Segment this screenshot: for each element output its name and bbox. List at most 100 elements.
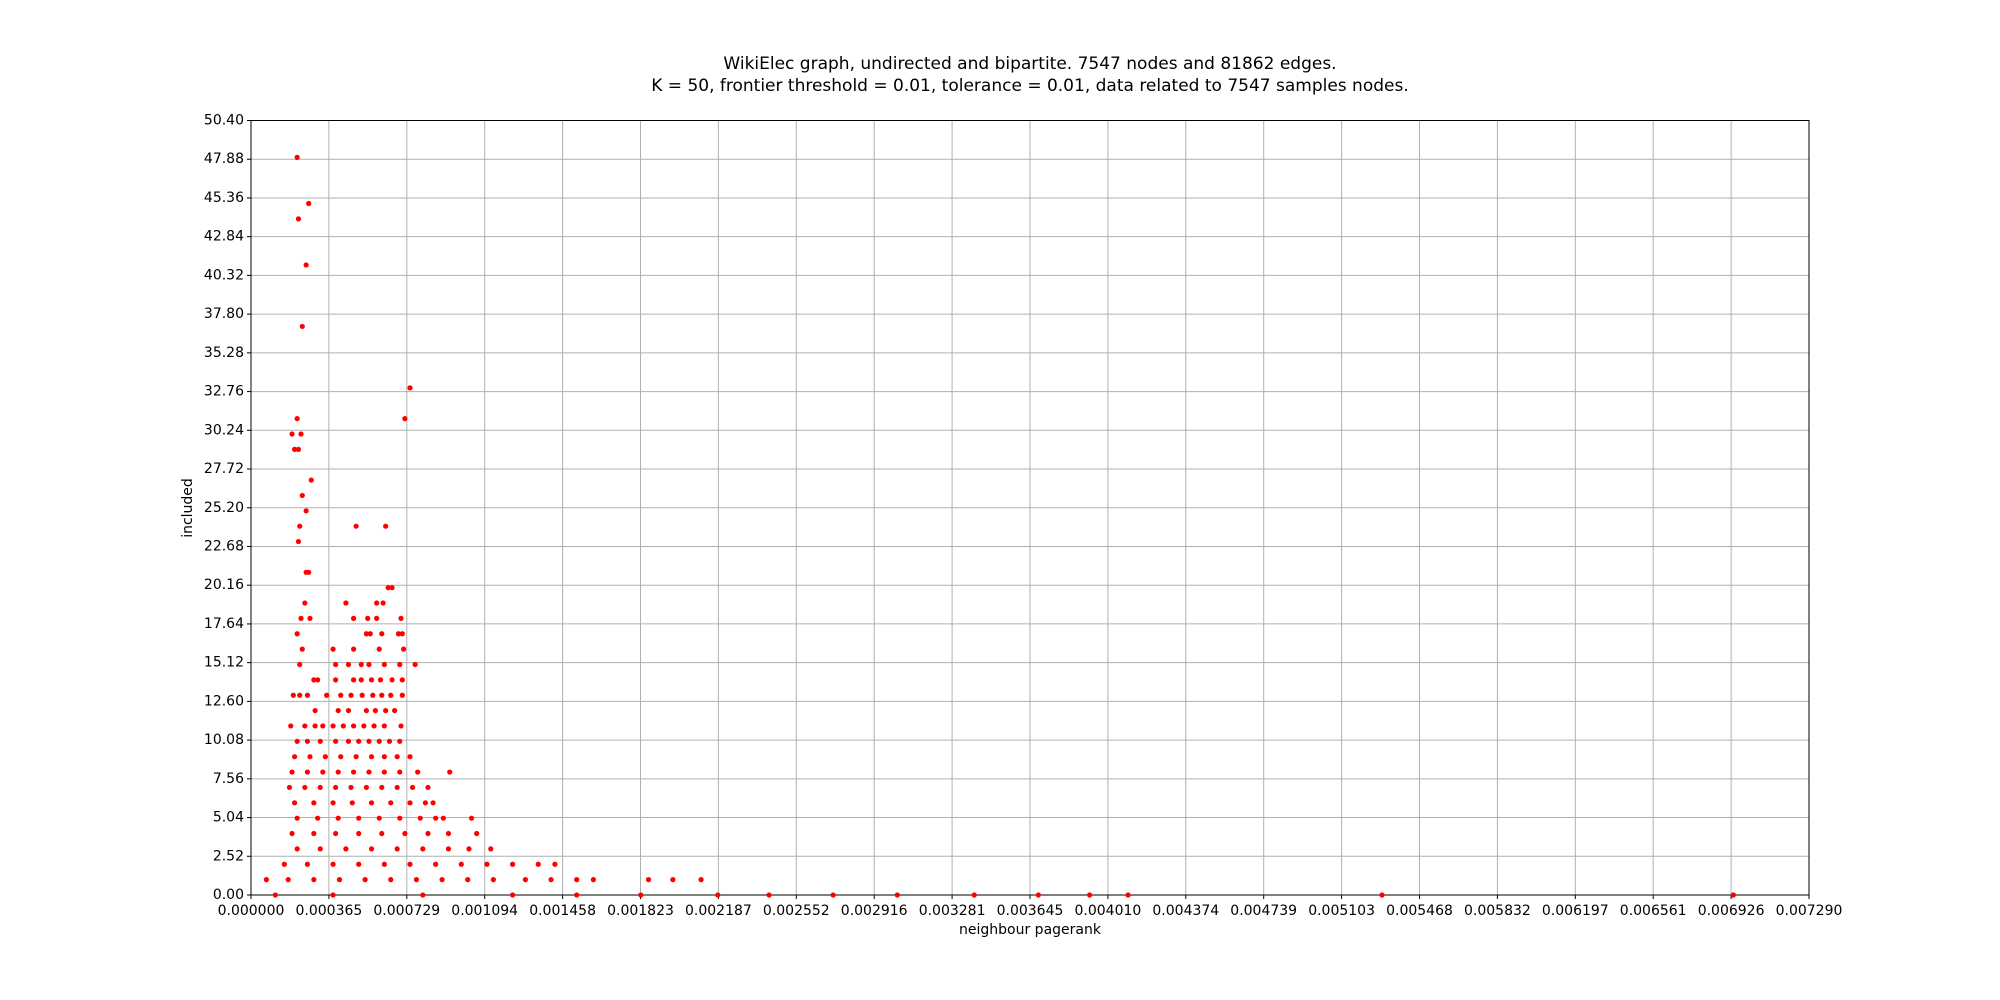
- y-tick-label: 50.40: [204, 113, 244, 129]
- y-tick-label: 22.68: [204, 538, 244, 554]
- point: [397, 738, 403, 744]
- point: [343, 846, 349, 852]
- point: [509, 892, 516, 898]
- point: [311, 877, 317, 883]
- point: [392, 707, 398, 714]
- point: [333, 661, 339, 668]
- point: [358, 677, 364, 683]
- point: [315, 677, 321, 683]
- point: [433, 861, 439, 867]
- plot-frame: [250, 120, 1810, 896]
- y-tick-label: 10.08: [204, 732, 244, 748]
- point: [488, 846, 494, 852]
- point: [366, 738, 372, 744]
- point: [330, 892, 336, 898]
- x-tick-label: 0.005468: [1386, 903, 1453, 919]
- point: [348, 692, 354, 698]
- point: [350, 615, 357, 621]
- point: [430, 800, 436, 806]
- point: [368, 677, 375, 683]
- point: [317, 738, 323, 744]
- chart-title: WikiElec graph, undirected and bipartite…: [723, 54, 1336, 74]
- point: [335, 815, 341, 821]
- point: [379, 784, 385, 791]
- point: [367, 631, 373, 637]
- point: [335, 769, 341, 775]
- point: [388, 877, 394, 883]
- point: [345, 707, 352, 714]
- point: [304, 769, 311, 775]
- point: [425, 830, 431, 837]
- point: [330, 646, 336, 652]
- point: [311, 800, 317, 806]
- x-tick-label: 0.000365: [295, 903, 362, 919]
- y-tick-label: 17.64: [204, 616, 244, 632]
- point: [290, 692, 296, 698]
- point: [407, 861, 413, 867]
- point: [294, 815, 300, 821]
- point: [374, 600, 380, 606]
- point: [299, 646, 305, 652]
- y-tick-label: 0.00: [213, 887, 244, 903]
- y-tick-label: 32.76: [204, 384, 244, 400]
- point: [330, 723, 336, 729]
- x-tick-label: 0.004374: [1152, 903, 1219, 919]
- point: [294, 631, 300, 637]
- point: [1379, 892, 1385, 898]
- point: [370, 692, 376, 698]
- x-tick-label: 0.002187: [685, 903, 752, 919]
- point: [330, 861, 336, 867]
- point: [638, 892, 644, 898]
- x-tick-label: 0.000729: [373, 903, 440, 919]
- point: [338, 754, 344, 760]
- point: [272, 892, 278, 898]
- point: [312, 723, 318, 729]
- point: [394, 846, 400, 852]
- point: [312, 707, 318, 714]
- x-tick-label: 0.003281: [919, 903, 986, 919]
- point: [366, 769, 372, 775]
- point: [350, 723, 357, 729]
- x-tick-label: 0.006197: [1542, 903, 1609, 919]
- point: [356, 815, 362, 821]
- point: [509, 861, 516, 867]
- point: [291, 800, 298, 806]
- point: [299, 492, 305, 499]
- point: [336, 877, 343, 883]
- point: [359, 692, 365, 698]
- point: [397, 661, 403, 668]
- point: [294, 416, 300, 422]
- point: [340, 723, 346, 729]
- y-axis-label: included: [180, 478, 196, 538]
- point: [381, 754, 387, 760]
- point: [288, 723, 294, 729]
- x-tick-label: 0.007290: [1776, 903, 1843, 919]
- point: [311, 677, 317, 683]
- point: [298, 431, 304, 437]
- point: [971, 892, 977, 898]
- y-tick-label: 27.72: [204, 461, 244, 477]
- point: [372, 707, 378, 714]
- point: [294, 154, 300, 160]
- point: [381, 661, 387, 668]
- point: [458, 861, 464, 867]
- point: [445, 830, 452, 837]
- point: [379, 692, 385, 698]
- point: [645, 877, 652, 883]
- point: [407, 385, 413, 391]
- point: [440, 815, 446, 821]
- point: [295, 446, 302, 452]
- point: [348, 784, 354, 791]
- point: [1730, 892, 1736, 898]
- point: [358, 661, 364, 668]
- point: [295, 216, 302, 222]
- point: [363, 707, 370, 714]
- point: [397, 815, 403, 821]
- point: [380, 600, 386, 606]
- point: [484, 861, 490, 867]
- point: [297, 692, 303, 698]
- point: [297, 661, 303, 668]
- point: [285, 877, 291, 883]
- point: [304, 738, 311, 744]
